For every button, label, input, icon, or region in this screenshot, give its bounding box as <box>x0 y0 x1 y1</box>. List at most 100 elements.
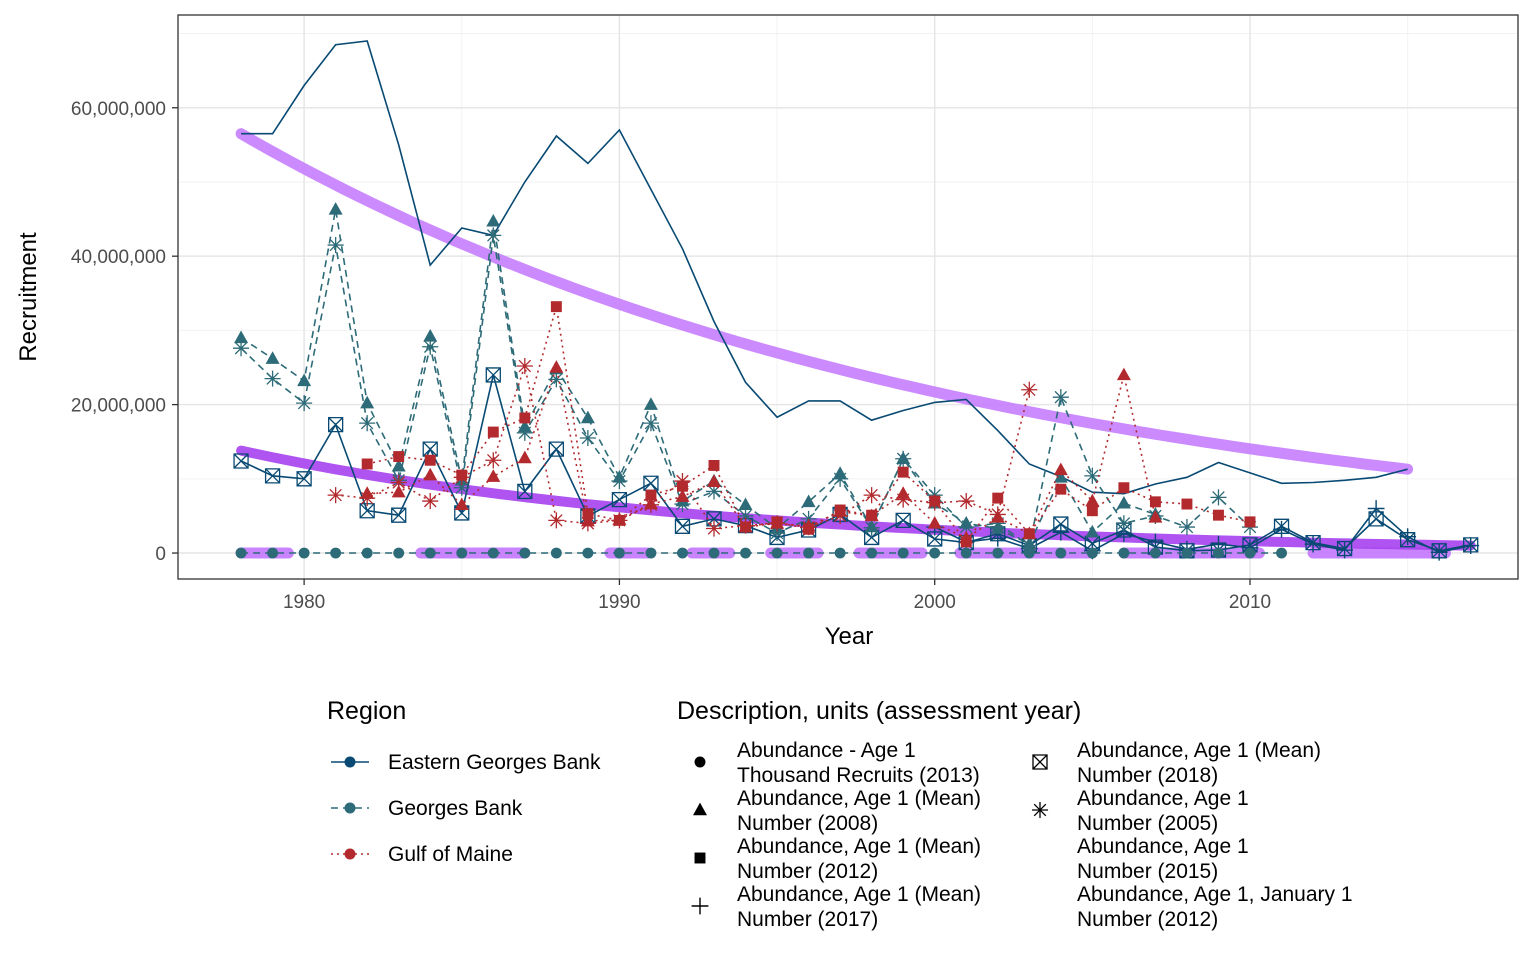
data-point <box>643 475 659 491</box>
data-point <box>1022 526 1037 539</box>
data-point <box>1053 469 1068 483</box>
data-point <box>769 524 786 542</box>
data-point <box>327 487 344 504</box>
data-point <box>422 441 438 457</box>
data-point <box>740 547 751 559</box>
data-point <box>1213 509 1224 521</box>
data-point <box>705 483 723 500</box>
description-legend-label: Thousand Recruits (2013) <box>737 764 980 787</box>
data-point <box>677 547 688 559</box>
data-point <box>391 458 406 472</box>
data-point <box>1115 515 1132 532</box>
data-point <box>233 340 250 357</box>
data-point <box>297 373 312 387</box>
data-point <box>832 507 849 524</box>
data-point <box>485 227 502 244</box>
x-tick-label: 1990 <box>598 592 640 613</box>
data-point <box>264 370 281 387</box>
region-legend-title: Region <box>327 697 406 725</box>
data-point <box>1116 495 1131 509</box>
description-legend-label: Abundance, Age 1 (Mean) <box>1077 739 1321 762</box>
data-point <box>1147 533 1164 551</box>
data-point <box>674 518 691 534</box>
data-point <box>895 512 911 529</box>
data-point <box>422 338 439 355</box>
data-point <box>863 487 880 504</box>
data-point <box>550 547 562 559</box>
data-point <box>327 416 344 433</box>
data-point <box>393 547 405 559</box>
description-legend-label: Abundance - Age 1 <box>737 739 916 762</box>
data-point <box>485 367 501 383</box>
data-point <box>359 490 376 507</box>
data-point <box>361 547 373 559</box>
data-point <box>1181 547 1193 559</box>
y-axis-title: Recruitment <box>15 232 42 362</box>
data-point <box>298 547 310 559</box>
data-point <box>674 472 691 490</box>
data-point <box>359 415 376 432</box>
data-point <box>705 520 723 537</box>
data-point <box>1021 537 1038 554</box>
data-point <box>579 515 596 532</box>
series-group <box>327 357 1038 537</box>
data-point <box>645 489 657 501</box>
data-point <box>391 507 407 523</box>
data-point <box>580 410 595 424</box>
description-legend-key <box>694 756 706 768</box>
data-point <box>642 415 659 432</box>
data-point <box>1021 381 1038 398</box>
series-group <box>241 40 1408 495</box>
data-point <box>1055 547 1067 559</box>
data-point <box>1430 543 1448 561</box>
data-point <box>486 213 501 227</box>
data-point <box>453 469 470 486</box>
region-legend-dot <box>344 848 356 860</box>
data-point <box>359 503 375 519</box>
data-point <box>1149 547 1161 559</box>
description-legend-key <box>1031 801 1049 819</box>
data-point <box>391 484 406 498</box>
data-point <box>1181 498 1193 510</box>
axis-layer: 1980 1990 2000 2010 0 20,000,000 40,000,000 60,… <box>71 99 1271 613</box>
data-point <box>1053 462 1068 476</box>
data-point <box>485 452 502 469</box>
region-legend: Region Eastern Georges Bank Georges Bank G… <box>327 697 601 866</box>
data-point <box>423 467 438 481</box>
data-point <box>1213 547 1224 559</box>
data-point <box>707 474 721 488</box>
description-legend-label: Number (2005) <box>1077 812 1218 835</box>
description-legend-label: Number (2017) <box>737 908 878 931</box>
data-point <box>642 496 659 513</box>
data-point <box>611 472 628 490</box>
data-point <box>1118 547 1130 559</box>
data-point <box>958 519 975 536</box>
description-legend-label: Abundance, Age 1 <box>1077 835 1249 858</box>
data-point <box>517 483 533 500</box>
data-point <box>1023 547 1035 559</box>
data-point <box>897 547 909 559</box>
data-point <box>519 412 531 424</box>
data-point <box>1148 510 1163 523</box>
region-legend-dot <box>344 802 356 814</box>
description-legend-label: Number (2012) <box>1077 908 1218 931</box>
data-point <box>645 547 657 559</box>
data-point <box>1244 547 1256 559</box>
x-tick-label: 1980 <box>283 592 325 613</box>
series-layer <box>233 40 1480 561</box>
trend-curve <box>235 128 1414 475</box>
data-point <box>296 471 312 487</box>
data-point <box>265 351 280 364</box>
description-legend-label: Number (2018) <box>1077 764 1218 787</box>
data-point <box>708 547 720 559</box>
data-point <box>960 547 972 559</box>
data-point <box>548 441 565 457</box>
data-point <box>800 510 817 527</box>
data-point <box>516 424 533 441</box>
data-point <box>1055 483 1067 495</box>
data-point <box>1244 516 1256 528</box>
data-point <box>864 508 879 522</box>
data-point <box>863 519 880 536</box>
data-point <box>1085 493 1100 507</box>
